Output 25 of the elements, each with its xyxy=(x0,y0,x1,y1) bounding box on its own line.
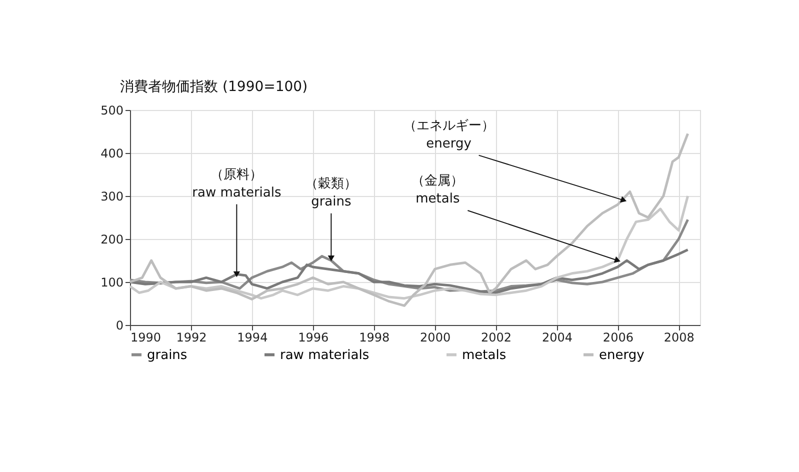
x-tick-label: 2000 xyxy=(420,330,451,344)
y-tick-label: 400 xyxy=(100,146,124,160)
chart-title: 消費者物価指数 (1990=100) xyxy=(120,79,308,95)
x-tick-label: 2002 xyxy=(481,330,512,344)
y-tick-label: 200 xyxy=(100,232,124,246)
x-tick-label: 1990 xyxy=(130,330,162,344)
x-tick-label: 1996 xyxy=(298,330,329,344)
x-tick-label: 2004 xyxy=(542,330,573,344)
x-tick-label: 1994 xyxy=(237,330,268,344)
annotation: （金属） metals xyxy=(412,174,464,206)
y-tick-label: 300 xyxy=(100,190,124,204)
x-tick-label: 1998 xyxy=(359,330,390,344)
annotation: （エネルギー） energy xyxy=(403,118,494,152)
x-tick-label: 1992 xyxy=(176,330,207,344)
legend-label: metals xyxy=(462,348,506,363)
y-tick-label: 500 xyxy=(100,104,124,118)
y-tick-label: 0 xyxy=(116,318,124,332)
legend-label: raw materials xyxy=(280,348,370,363)
annotation: （穀類） grains xyxy=(305,176,358,210)
y-tick-label: 100 xyxy=(100,276,124,290)
legend-label: energy xyxy=(599,348,645,363)
x-tick-label: 2008 xyxy=(664,330,694,344)
x-tick-label: 2006 xyxy=(602,330,634,344)
legend-label: grains xyxy=(147,348,188,363)
annotation: （原料） raw materials xyxy=(192,167,282,200)
